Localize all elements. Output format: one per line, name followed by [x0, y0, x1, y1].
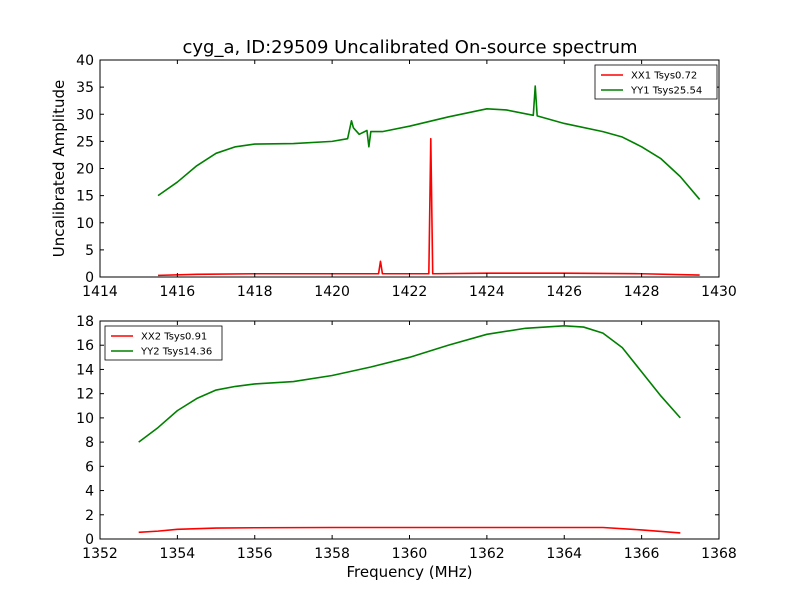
x-tick-label: 1368: [701, 546, 737, 562]
legend-label: XX2 Tsys0.91: [141, 332, 207, 343]
y-tick-label: 12: [76, 387, 94, 403]
y-tick-label: 20: [76, 162, 94, 178]
legend-label: YY1 Tsys25.54: [630, 86, 702, 97]
x-tick-label: 1418: [237, 284, 273, 300]
chart-panel-2: 1352 1354 1356 1358 1360 1362 1364 1366 1368 0 2 4 6…: [76, 314, 737, 581]
x-tick-label: 1354: [160, 546, 196, 562]
y-tick-label: 5: [85, 243, 94, 259]
legend-box: [104, 325, 223, 361]
chart-panel-1: 1414 1416 1418 1420 1422 1424 1426 1428 1430 0 5 10…: [50, 53, 737, 300]
x-tick-label: 1422: [392, 284, 428, 300]
y-tick-label: 0: [85, 270, 94, 286]
x-tick-label: 1426: [546, 284, 582, 300]
x-tick-label: 1358: [314, 546, 350, 562]
x-tick-label: 1420: [314, 284, 350, 300]
x-tick-label: 1414: [82, 284, 118, 300]
legend-box: [594, 64, 718, 100]
x-tick-label: 1366: [624, 546, 660, 562]
y-axis-label: Uncalibrated Amplitude: [50, 80, 68, 257]
y-tick-label: 10: [76, 216, 94, 232]
y-tick-label: 30: [76, 107, 94, 123]
series-line-xx1-tsys0-72: [158, 137, 700, 277]
legend: XX1 Tsys0.72 YY1 Tsys25.54: [594, 64, 718, 100]
legend: XX2 Tsys0.91 YY2 Tsys14.36: [104, 325, 223, 361]
y-tick-label: 18: [76, 314, 94, 330]
x-tick-label: 1430: [701, 284, 737, 300]
x-tick-label: 1428: [624, 284, 660, 300]
y-tick-label: 8: [85, 435, 94, 451]
x-tick-label: 1360: [392, 546, 428, 562]
x-axis-label: Frequency (MHz): [346, 563, 472, 581]
y-tick-label: 0: [85, 532, 94, 548]
y-tick-label: 40: [76, 53, 94, 69]
y-tick-label: 6: [85, 459, 94, 475]
y-tick-label: 10: [76, 411, 94, 427]
y-tick-label: 4: [85, 484, 94, 500]
series-line-yy1-tsys25-54: [157, 85, 701, 200]
x-tick-label: 1364: [546, 546, 582, 562]
x-tick-label: 1416: [160, 284, 196, 300]
series-line-yy2-tsys14-36: [138, 325, 681, 443]
y-tick-label: 35: [76, 80, 94, 96]
y-tick-label: 16: [76, 338, 94, 354]
legend-label: XX1 Tsys0.72: [631, 71, 697, 82]
y-tick-label: 25: [76, 134, 94, 150]
x-tick-label: 1356: [237, 546, 273, 562]
chart-title: cyg_a, ID:29509 Uncalibrated On-source s…: [182, 37, 637, 58]
y-tick-label: 15: [76, 189, 94, 205]
y-tick-label: 14: [76, 362, 94, 378]
series-line-xx2-tsys0-91: [138, 526, 681, 534]
legend-label: YY2 Tsys14.36: [140, 347, 212, 358]
y-tick-label: 2: [85, 508, 94, 524]
x-tick-label: 1424: [469, 284, 505, 300]
x-tick-label: 1362: [469, 546, 505, 562]
x-tick-label: 1352: [82, 546, 118, 562]
